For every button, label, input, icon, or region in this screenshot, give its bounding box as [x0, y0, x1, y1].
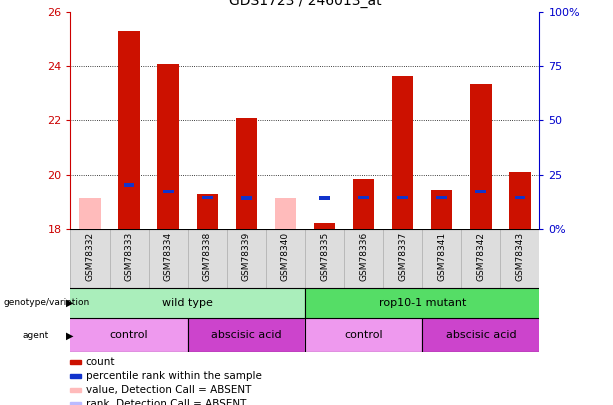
Text: GSM78333: GSM78333: [124, 232, 134, 281]
Bar: [79, 198, 101, 229]
Bar: [118, 31, 140, 229]
Bar: [149, 229, 188, 288]
Text: rop10-1 mutant: rop10-1 mutant: [378, 298, 466, 308]
Bar: [392, 76, 413, 229]
Text: value, Detection Call = ABSENT: value, Detection Call = ABSENT: [85, 385, 251, 395]
Bar: [163, 190, 173, 193]
Bar: [241, 196, 252, 200]
Text: ▶: ▶: [66, 298, 73, 308]
Bar: [397, 196, 408, 199]
Text: abscisic acid: abscisic acid: [446, 330, 516, 340]
Bar: [70, 229, 110, 288]
Bar: [305, 288, 539, 318]
Bar: [319, 196, 330, 200]
Text: GSM78335: GSM78335: [320, 232, 329, 281]
Text: abscisic acid: abscisic acid: [211, 330, 281, 340]
Text: GSM78339: GSM78339: [242, 232, 251, 281]
Text: GSM78343: GSM78343: [516, 232, 524, 281]
Bar: [431, 190, 452, 229]
Bar: [110, 229, 149, 288]
Text: genotype/variation: genotype/variation: [3, 298, 89, 307]
Bar: [124, 183, 134, 187]
Bar: [470, 84, 492, 229]
Title: GDS1723 / 246013_at: GDS1723 / 246013_at: [229, 0, 381, 9]
Bar: [266, 229, 305, 288]
Bar: [70, 318, 188, 352]
Bar: [422, 229, 462, 288]
Bar: [358, 196, 369, 199]
Text: agent: agent: [23, 331, 49, 340]
Bar: [235, 118, 257, 229]
Text: percentile rank within the sample: percentile rank within the sample: [85, 371, 261, 381]
Bar: [188, 229, 227, 288]
Bar: [305, 318, 422, 352]
Bar: [70, 402, 81, 405]
Text: GSM78341: GSM78341: [437, 232, 446, 281]
Bar: [383, 229, 422, 288]
Bar: [202, 196, 213, 199]
Bar: [500, 229, 539, 288]
Text: GSM78337: GSM78337: [398, 232, 407, 281]
Bar: [70, 288, 305, 318]
Bar: [344, 229, 383, 288]
Bar: [70, 360, 81, 364]
Bar: [197, 194, 218, 229]
Bar: [514, 196, 525, 199]
Bar: [422, 318, 539, 352]
Text: GSM78336: GSM78336: [359, 232, 368, 281]
Text: GSM78332: GSM78332: [86, 232, 94, 281]
Text: control: control: [345, 330, 383, 340]
Text: GSM78334: GSM78334: [164, 232, 173, 281]
Text: rank, Detection Call = ABSENT: rank, Detection Call = ABSENT: [85, 399, 246, 405]
Bar: [305, 229, 344, 288]
Text: GSM78342: GSM78342: [476, 232, 485, 281]
Text: ▶: ▶: [66, 330, 73, 340]
Bar: [509, 172, 531, 229]
Text: GSM78338: GSM78338: [203, 232, 211, 281]
Bar: [70, 388, 81, 392]
Text: count: count: [85, 357, 115, 367]
Bar: [462, 229, 500, 288]
Bar: [476, 190, 486, 193]
Bar: [275, 198, 296, 229]
Bar: [436, 196, 447, 199]
Text: wild type: wild type: [162, 298, 213, 308]
Text: control: control: [110, 330, 148, 340]
Bar: [227, 229, 266, 288]
Bar: [70, 374, 81, 378]
Bar: [353, 179, 375, 229]
Text: GSM78340: GSM78340: [281, 232, 290, 281]
Bar: [188, 318, 305, 352]
Bar: [314, 224, 335, 229]
Bar: [158, 64, 179, 229]
